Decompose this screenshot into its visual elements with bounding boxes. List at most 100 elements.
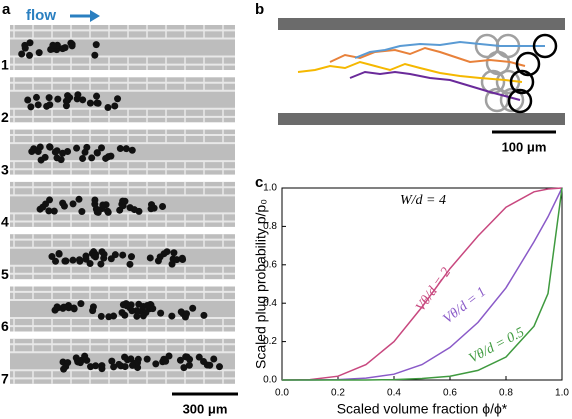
droplet [128,307,136,315]
panel-label: b [255,1,264,18]
line [282,187,563,381]
droplet [91,51,99,59]
annotation: W/d = 4 [400,193,446,208]
droplet [115,360,123,368]
droplet [69,200,77,208]
droplet [70,304,78,312]
droplet [185,361,193,369]
droplet [46,101,54,109]
droplet [177,308,185,316]
droplet [32,93,40,101]
droplet [69,256,77,264]
droplet [206,361,214,369]
series-label: Vθ/d = 2 [413,265,454,314]
droplet [176,356,184,364]
droplet [27,103,35,111]
y-axis-label: Scaled plug probability p/p₀ [253,199,269,369]
plot-frame [281,187,563,381]
tracked-particles [507,33,558,114]
droplet [168,312,176,320]
droplet [79,96,87,104]
droplet [34,148,42,156]
micrographs: 1 2 3 4 5 6 7 [1,25,235,387]
droplet [170,249,178,257]
row-label: 7 [1,371,9,387]
droplet [168,260,176,268]
droplet [49,41,57,49]
x-axis-label: Scaled volume fraction ϕ/ϕ* [337,401,508,417]
channel-wall [278,113,565,125]
y-tick-label: 0.6 [263,259,277,270]
droplet [42,200,50,208]
droplet [128,146,136,154]
droplet [64,96,72,104]
y-tick-label: 0.4 [263,298,277,309]
droplet [48,253,56,261]
row-label: 3 [1,161,9,177]
panel-label: c [255,174,263,191]
droplet [50,207,58,215]
droplet [121,353,129,361]
droplet [98,248,106,256]
y-tick-label: 0.8 [263,221,277,232]
y-tick-label: 0.2 [263,336,277,347]
droplet [75,256,83,264]
droplet [34,101,42,109]
droplet [21,44,29,52]
droplet [159,202,167,210]
droplet [78,208,86,216]
droplet [92,41,100,49]
droplet [146,254,154,262]
droplet [107,152,115,160]
droplet [93,92,101,100]
droplet [53,147,61,155]
droplet [86,99,94,107]
droplet [183,353,191,361]
micrograph [10,338,235,384]
droplet [107,255,115,263]
micrograph [10,129,235,175]
droplet [94,208,102,216]
droplet [79,154,87,162]
droplet [60,303,68,311]
droplet [98,362,106,370]
droplet [91,196,99,204]
droplet [89,307,97,315]
droplet [97,260,105,268]
scale-bar-label: 300 μm [183,401,228,416]
droplet [182,310,190,318]
droplet [189,304,197,312]
droplet [25,51,33,59]
droplet [133,312,141,320]
droplet [35,49,43,57]
row-label: 1 [1,57,9,73]
droplet [45,207,53,215]
droplet [143,302,151,310]
droplet [74,91,82,99]
droplet [102,154,110,162]
droplet [52,257,60,265]
droplet [165,352,173,360]
droplet [55,250,63,258]
channel-wall [278,18,565,30]
droplet [53,303,61,311]
droplet [200,311,208,319]
droplet [110,363,118,371]
droplet [215,363,223,371]
droplet [81,148,89,156]
droplet [46,143,54,151]
droplet [97,312,105,320]
droplet [93,149,101,157]
droplet [68,42,76,50]
flow-label: flow [26,7,56,24]
droplet [54,95,62,103]
droplet [62,102,70,110]
droplet [24,96,32,104]
x-tick-label: 0.6 [443,388,457,399]
droplet [88,154,96,162]
droplet [154,257,162,265]
droplet [104,103,112,111]
series-label: Vθ/d = 0.5 [467,325,527,367]
droplet [200,357,208,365]
droplet [162,357,170,365]
